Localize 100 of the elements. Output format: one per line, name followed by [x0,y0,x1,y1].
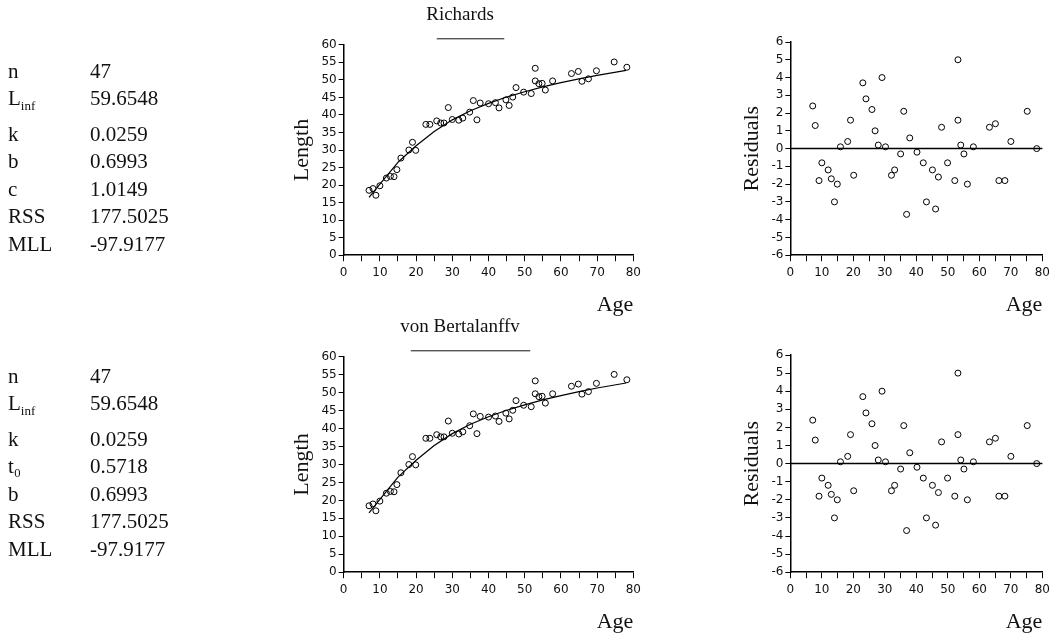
x-tick-label: 50 [940,264,956,279]
point [455,116,463,124]
text: RSS [8,203,47,231]
y-axis-title: Length [287,118,313,182]
point [466,422,474,430]
point [811,122,819,129]
point [850,171,858,179]
point [836,143,844,151]
point [408,138,416,146]
point [847,431,855,439]
y-tick-label: 6 [775,347,784,362]
point [944,474,952,482]
point [960,465,968,473]
point [900,422,908,430]
y-tick-label: -3 [771,194,784,209]
point [574,380,582,388]
x-tick-label: 20 [408,581,424,596]
x-tick-label: 80 [625,264,642,279]
point [862,95,870,103]
text: k [8,425,20,453]
y-tick-label: -1 [771,158,784,173]
text: 0.6993 [90,148,149,176]
y-tick-label: 45 [321,402,337,417]
point [906,134,914,142]
point [376,182,384,190]
point [393,166,401,174]
point [991,434,999,442]
y-tick-label: 1 [775,122,784,137]
point [527,403,535,411]
point [985,123,993,131]
point [422,434,430,442]
point [437,119,445,127]
y-tick-label: 20 [321,177,337,192]
point [372,507,380,515]
point [932,205,940,213]
x-tick-label: 40 [480,264,497,279]
point [833,496,841,504]
point [505,415,513,423]
point [1023,422,1031,430]
point [459,114,467,122]
y-tick-label: 2 [775,419,784,434]
x-tick-label: 60 [553,581,569,596]
x-axis-title: Age [1005,290,1043,316]
point [369,500,377,508]
point [390,173,398,181]
x-tick-label: 40 [908,581,925,596]
point [891,166,899,174]
text: c [8,175,19,203]
point [878,387,886,395]
point [567,70,575,78]
point [963,180,971,188]
y-tick-label: 35 [321,124,337,139]
y-tick-label: 50 [321,384,337,399]
text: 1.0149 [90,175,149,203]
point [934,173,942,181]
x-tick-label: 70 [589,581,605,596]
y-tick-label: 40 [321,107,337,122]
point [531,390,539,398]
point [900,107,908,115]
text: -97.9177 [90,535,167,563]
point [578,390,586,398]
point [376,497,384,505]
point [448,429,456,437]
y-tick-label: 15 [321,194,337,209]
point [476,99,484,107]
x-tick-label: 30 [877,581,893,596]
point [995,177,1003,185]
y-tick-label: -5 [771,546,784,561]
y-tick-label: 10 [321,528,337,543]
y-tick-label: 30 [321,142,337,157]
point [928,481,936,489]
x-tick-label: 60 [971,581,988,596]
point [1001,177,1009,185]
point [919,474,927,482]
point [1007,137,1015,145]
point [954,116,962,124]
x-axis-title: Age [596,607,634,633]
x-tick-label: 0 [786,264,795,279]
point [527,90,535,98]
point [584,388,592,396]
point [567,382,575,390]
point [372,191,380,199]
text: n [8,58,20,85]
point [610,58,618,66]
point [473,116,481,124]
text: 177.5025 [90,508,170,536]
point [610,370,618,378]
point [535,393,543,401]
point [408,453,416,461]
point [954,56,962,64]
y-tick-label: -3 [771,510,784,525]
y-tick-label: 6 [775,34,784,49]
point [485,413,493,421]
point [824,481,832,489]
text: b [8,148,20,176]
y-tick-label: -4 [771,211,784,226]
point [887,487,895,495]
point [512,397,520,405]
point [922,514,930,522]
text: k [8,120,20,148]
